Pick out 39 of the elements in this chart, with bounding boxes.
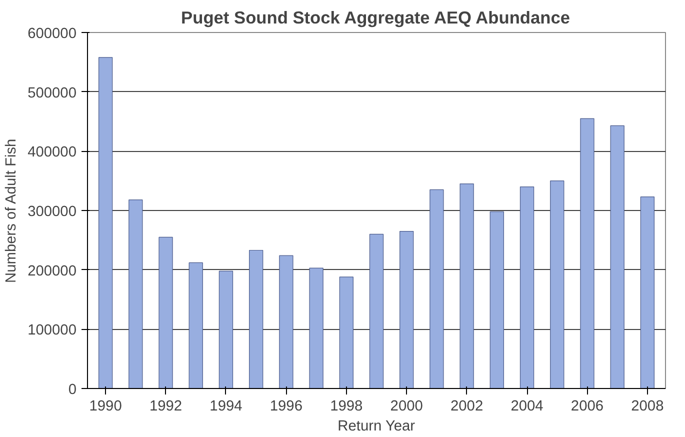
x-tick-label: 2004 — [510, 398, 544, 414]
bar — [400, 230, 414, 388]
bar — [279, 255, 294, 388]
x-tick-label: 1994 — [210, 398, 242, 414]
bar — [98, 57, 113, 388]
bar — [640, 196, 655, 388]
bar — [339, 276, 354, 388]
bar — [520, 186, 534, 388]
bar — [369, 234, 384, 388]
bar — [188, 262, 203, 388]
bar — [249, 250, 264, 388]
bar — [550, 180, 564, 388]
bar — [158, 236, 173, 388]
y-tick-label: 200000 — [28, 263, 77, 280]
bar — [460, 184, 474, 388]
y-tick-label: 500000 — [28, 85, 77, 102]
x-tick-label: 2008 — [631, 398, 664, 414]
bar — [309, 268, 324, 388]
x-tick-label: 2006 — [570, 398, 604, 414]
y-tick-label: 100000 — [28, 322, 77, 339]
x-tick-label: 1992 — [149, 398, 182, 414]
x-tick-label: 1990 — [89, 398, 122, 414]
bar — [610, 125, 624, 388]
x-tick-label: 1996 — [270, 398, 302, 414]
x-tick-label: 2002 — [450, 398, 484, 414]
y-tick-label: 400000 — [28, 144, 77, 161]
x-axis-title: Return Year — [338, 418, 416, 434]
bar — [490, 211, 504, 388]
bar — [430, 189, 444, 388]
y-tick-label: 0 — [68, 382, 77, 398]
x-tick-label: 2000 — [390, 398, 423, 414]
chart-title: Puget Sound Stock Aggregate AEQ Abundance — [181, 8, 570, 28]
bar — [580, 118, 594, 388]
bar — [128, 200, 143, 388]
y-tick-label: 300000 — [28, 204, 77, 220]
bar — [218, 270, 234, 388]
x-tick-label: 1998 — [330, 398, 363, 414]
y-axis-title: Numbers of Adult Fish — [4, 138, 20, 283]
y-tick-label: 600000 — [28, 26, 77, 42]
